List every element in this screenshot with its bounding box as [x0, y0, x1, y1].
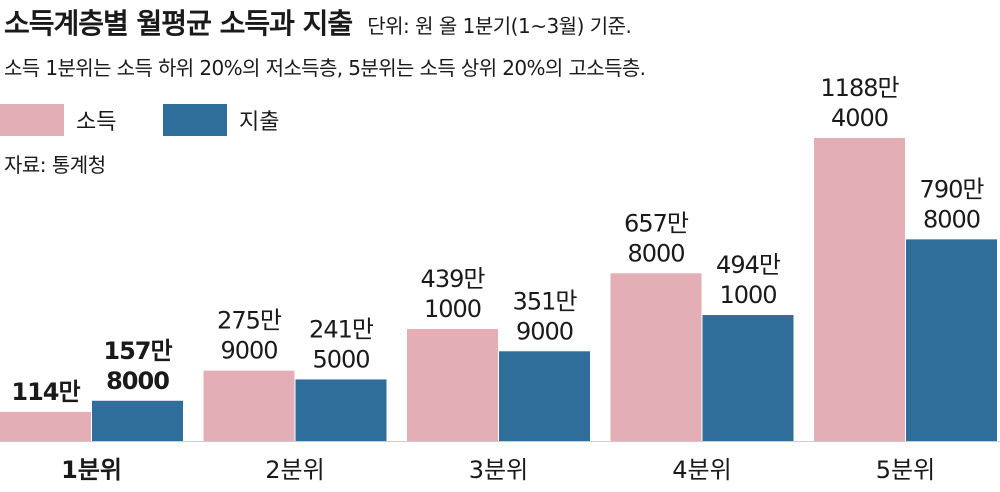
data-label-income-4-line-1: 657만	[624, 209, 689, 237]
legend-item-spending: 지출	[163, 104, 279, 136]
legend-item-income: 소득	[0, 104, 116, 136]
data-label-spending-5-line-1: 790만	[920, 175, 985, 203]
data-label-income-1-line-1: 114만	[11, 378, 80, 406]
data-label-spending-2-line-1: 241만	[309, 315, 374, 343]
bar-income-4	[610, 273, 702, 441]
bar-spending-5	[906, 239, 997, 441]
bar-spending-1	[92, 400, 183, 441]
data-label-income-5-line-2: 4000	[831, 104, 888, 132]
category-label-3: 3분위	[469, 456, 528, 484]
data-source: 자료: 통계청	[4, 153, 106, 177]
category-label-4: 4분위	[672, 456, 731, 484]
bar-spending-3	[499, 351, 590, 441]
legend-swatch-income	[0, 104, 64, 136]
data-label-spending-1-line-2: 8000	[106, 367, 169, 395]
bar-spending-4	[702, 315, 794, 441]
unit-note: 단위: 원 올 1분기(1~3월) 기준.	[367, 14, 632, 38]
data-label-spending-5-line-2: 8000	[923, 205, 980, 233]
data-label-spending-1-line-1: 157만	[103, 337, 172, 365]
bar-income-5	[814, 138, 905, 441]
bar-spending-2	[295, 379, 387, 441]
data-label-spending-3-line-1: 351만	[513, 287, 578, 315]
data-label-income-2-line-1: 275만	[217, 307, 282, 335]
legend-swatch-spending	[163, 104, 227, 136]
data-label-income-3-line-2: 1000	[424, 295, 481, 323]
data-label-spending-2-line-2: 5000	[312, 345, 369, 373]
legend-label-spending: 지출	[239, 110, 280, 135]
category-label-1: 1분위	[61, 456, 122, 484]
data-label-income-5-line-1: 1188만	[820, 74, 899, 102]
category-label-2: 2분위	[265, 456, 324, 484]
legend-label-income: 소득	[76, 110, 117, 135]
data-label-spending-3-line-2: 9000	[516, 317, 573, 345]
bar-income-3	[407, 329, 498, 441]
data-label-income-3-line-1: 439만	[421, 265, 486, 293]
chart-title: 소득계층별 월평균 소득과 지출	[4, 7, 353, 40]
bar-income-1	[0, 411, 91, 441]
data-label-spending-4-line-1: 494만	[716, 251, 781, 279]
chart-header: 소득계층별 월평균 소득과 지출 단위: 원 올 1분기(1~3월) 기준.	[4, 2, 632, 42]
bar-income-2	[203, 370, 295, 441]
data-label-spending-4-line-2: 1000	[719, 281, 776, 309]
category-label-5: 5분위	[876, 456, 935, 484]
quintile-note: 소득 1분위는 소득 하위 20%의 저소득층, 5분위는 소득 상위 20%의…	[4, 56, 646, 80]
data-label-income-2-line-2: 9000	[220, 337, 277, 365]
data-label-income-4-line-2: 8000	[627, 239, 684, 267]
